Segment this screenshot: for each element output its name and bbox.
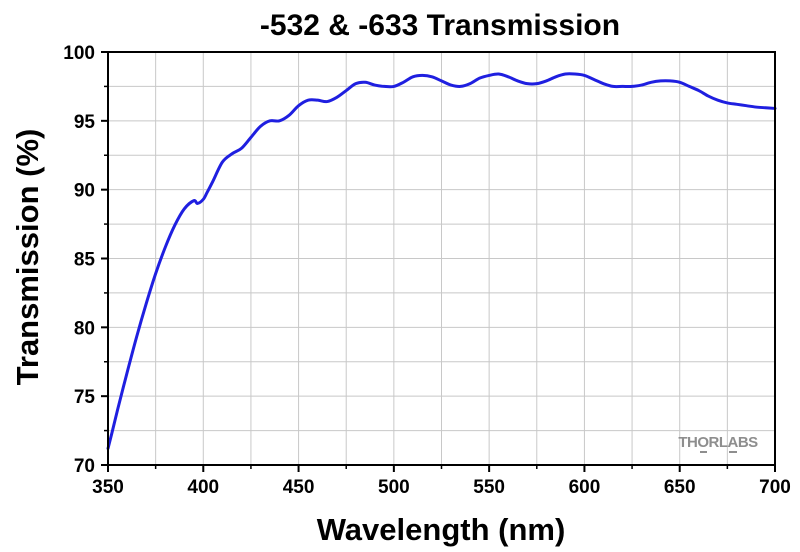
y-tick-label: 95 (74, 112, 96, 133)
y-tick-label: 70 (74, 456, 95, 477)
y-axis-label: Transmission (%) (10, 129, 45, 386)
x-tick-label: 550 (473, 477, 505, 498)
watermark-text: THORLABS (678, 434, 758, 451)
x-tick-label: 350 (92, 477, 124, 498)
y-tick-label: 100 (63, 43, 95, 64)
x-tick-label: 600 (569, 477, 601, 498)
y-tick-label: 80 (74, 318, 95, 339)
x-tick-label: 500 (378, 477, 410, 498)
transmission-line (106, 72, 777, 450)
chart-title: -532 & -633 Transmission (260, 9, 620, 42)
x-tick-label: 650 (664, 477, 696, 498)
x-axis-label: Wavelength (nm) (317, 512, 566, 547)
y-tick-label: 75 (74, 387, 96, 408)
y-tick-label: 90 (74, 181, 95, 202)
thorlabs-watermark: THORLABS (678, 434, 759, 453)
axis-ticks (101, 51, 776, 472)
x-tick-label: 700 (759, 477, 791, 498)
grid (108, 52, 775, 465)
plot-frame (107, 51, 776, 466)
tick-labels: 350 400 450 500 550 600 650 700 70 75 80 85 90 95 100 (63, 43, 791, 498)
x-tick-label: 450 (283, 477, 315, 498)
y-tick-label: 85 (74, 250, 96, 271)
x-tick-label: 400 (187, 477, 219, 498)
